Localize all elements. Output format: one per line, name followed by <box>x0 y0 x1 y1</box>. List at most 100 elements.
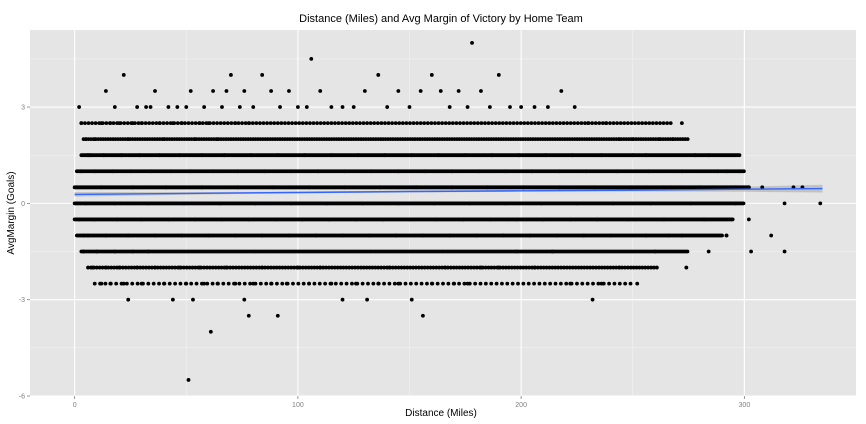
data-point <box>202 105 207 109</box>
data-point <box>143 121 148 126</box>
chart-title: Distance (Miles) and Avg Margin of Victo… <box>299 13 583 25</box>
data-point <box>365 297 369 302</box>
data-point <box>150 121 155 126</box>
data-point <box>742 169 746 174</box>
data-point <box>243 121 248 126</box>
data-point <box>208 121 212 126</box>
data-point <box>322 121 327 126</box>
data-point <box>135 105 140 109</box>
data-point <box>508 121 512 126</box>
data-point <box>447 105 452 109</box>
data-point <box>208 329 213 334</box>
data-point <box>487 105 492 109</box>
data-point <box>558 121 562 126</box>
data-point <box>251 105 256 109</box>
data-point <box>818 201 823 206</box>
data-point <box>242 297 247 302</box>
data-point <box>650 121 655 126</box>
data-point <box>456 89 461 93</box>
data-point <box>640 121 645 126</box>
data-point <box>197 121 202 126</box>
data-point <box>172 121 177 126</box>
data-point <box>540 121 545 126</box>
data-point <box>154 121 159 126</box>
data-point <box>126 297 131 302</box>
data-point <box>350 121 355 126</box>
data-point <box>625 121 630 126</box>
data-point <box>233 121 237 126</box>
data-point <box>333 121 337 126</box>
data-point <box>404 121 409 126</box>
data-point <box>746 217 751 222</box>
data-point <box>93 121 98 126</box>
plot-panel <box>30 30 856 396</box>
data-point <box>500 121 505 126</box>
data-point <box>133 121 137 126</box>
data-point <box>376 73 381 77</box>
data-point <box>633 121 637 126</box>
data-point <box>218 121 223 126</box>
data-point <box>511 121 516 126</box>
data-point <box>519 105 524 109</box>
data-point <box>184 105 189 109</box>
data-point <box>254 121 259 126</box>
data-point <box>479 89 483 93</box>
data-point <box>550 121 555 126</box>
data-point <box>287 89 291 93</box>
data-point <box>215 121 219 126</box>
data-point <box>559 89 564 93</box>
data-point <box>97 121 102 126</box>
data-point <box>179 121 184 126</box>
data-point <box>104 89 108 93</box>
data-point <box>340 105 345 109</box>
data-point <box>518 121 523 126</box>
data-point <box>104 121 109 126</box>
data-point <box>325 121 330 126</box>
data-point <box>579 121 584 126</box>
data-point <box>340 121 344 126</box>
data-point <box>421 313 425 318</box>
data-point <box>554 121 559 126</box>
data-point <box>515 121 520 126</box>
data-point <box>572 121 577 126</box>
data-point <box>383 121 387 126</box>
data-point <box>737 153 742 158</box>
data-point <box>490 121 495 126</box>
data-point <box>590 121 595 126</box>
data-point <box>354 121 359 126</box>
data-point <box>275 313 280 318</box>
data-point <box>279 121 284 126</box>
data-point <box>418 121 423 126</box>
data-point <box>193 121 198 126</box>
data-point <box>409 297 414 302</box>
data-point <box>293 121 298 126</box>
data-point <box>229 73 233 77</box>
data-point <box>654 121 659 126</box>
data-point <box>390 121 394 126</box>
data-point <box>275 121 280 126</box>
data-point <box>622 121 627 126</box>
data-point <box>183 121 187 126</box>
data-point <box>661 121 666 126</box>
data-point <box>295 105 300 109</box>
data-point <box>158 121 162 126</box>
data-point <box>204 121 209 126</box>
data-point <box>122 121 127 126</box>
data-point <box>147 121 152 126</box>
data-point <box>86 121 91 126</box>
data-point <box>525 121 530 126</box>
data-point <box>100 121 105 126</box>
data-point <box>443 121 448 126</box>
data-point <box>315 121 319 126</box>
data-point <box>351 105 356 109</box>
data-point <box>458 121 462 126</box>
data-point <box>575 121 580 126</box>
data-point <box>425 121 430 126</box>
data-point <box>340 297 345 302</box>
data-point <box>465 105 470 109</box>
data-point <box>422 121 427 126</box>
data-point <box>290 121 294 126</box>
data-point <box>111 121 116 126</box>
